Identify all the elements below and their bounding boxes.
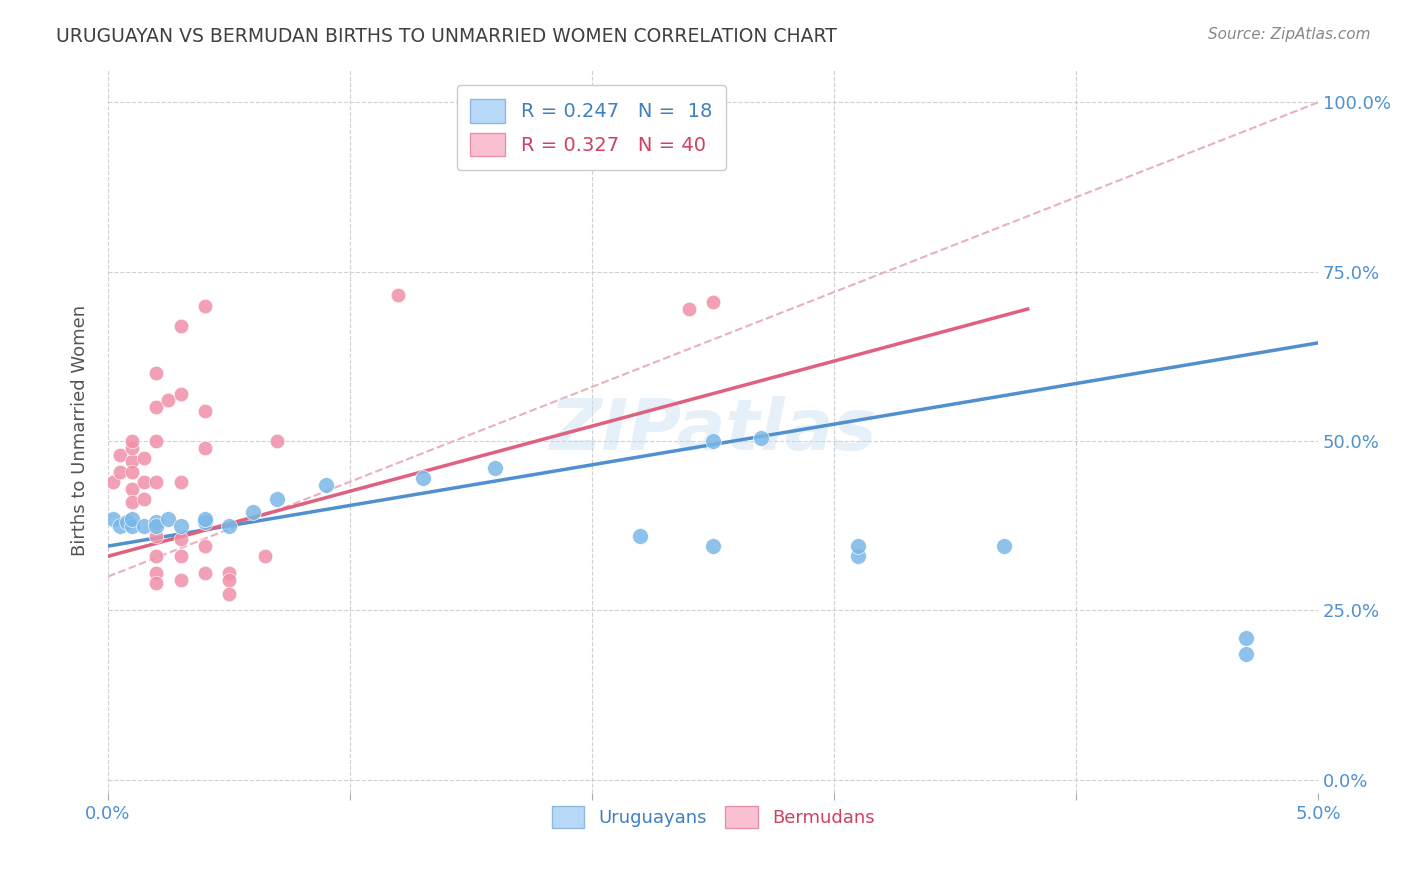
Point (145, 518, 167, 533)
Point (134, 491, 156, 506)
Point (412, 471, 434, 485)
Point (194, 299, 217, 313)
Point (484, 461, 506, 475)
Point (121, 482, 143, 496)
Point (387, 288, 409, 302)
Point (194, 516, 217, 530)
Point (993, 539, 1015, 553)
Point (169, 318, 191, 333)
Point (145, 475, 167, 489)
Point (121, 495, 143, 509)
Point (121, 454, 143, 468)
Y-axis label: Births to Unmarried Women: Births to Unmarried Women (72, 305, 89, 557)
Point (1234, 631, 1257, 645)
Point (218, 586, 240, 600)
Point (702, 434, 724, 449)
Point (169, 549, 191, 564)
Point (194, 403, 217, 417)
Point (315, 478, 337, 492)
Point (702, 295, 724, 310)
Point (630, 529, 652, 543)
Point (145, 549, 167, 564)
Point (101, 475, 124, 489)
Point (121, 441, 143, 455)
Point (145, 434, 167, 449)
Point (157, 393, 180, 408)
Point (121, 512, 143, 526)
Point (121, 465, 143, 479)
Point (145, 367, 167, 381)
Point (678, 301, 700, 316)
Point (145, 529, 167, 543)
Point (194, 512, 217, 526)
Point (266, 491, 288, 506)
Point (194, 441, 217, 455)
Point (134, 518, 156, 533)
Point (194, 566, 217, 581)
Point (108, 518, 131, 533)
Point (846, 549, 869, 564)
Point (145, 576, 167, 591)
Point (169, 533, 191, 547)
Point (121, 518, 143, 533)
Point (218, 518, 240, 533)
Point (169, 386, 191, 401)
Point (121, 434, 143, 449)
Point (846, 539, 869, 553)
Point (169, 518, 191, 533)
Point (145, 566, 167, 581)
Point (101, 512, 124, 526)
Point (242, 505, 264, 519)
Point (266, 434, 288, 449)
Point (169, 475, 191, 489)
Point (218, 573, 240, 587)
Point (145, 401, 167, 415)
Point (134, 475, 156, 489)
Text: URUGUAYAN VS BERMUDAN BIRTHS TO UNMARRIED WOMEN CORRELATION CHART: URUGUAYAN VS BERMUDAN BIRTHS TO UNMARRIE… (56, 27, 837, 45)
Point (145, 516, 167, 530)
Text: Source: ZipAtlas.com: Source: ZipAtlas.com (1208, 27, 1371, 42)
Legend: Uruguayans, Bermudans: Uruguayans, Bermudans (544, 798, 882, 835)
Point (134, 450, 156, 465)
Point (218, 566, 240, 581)
Point (117, 516, 139, 530)
Point (169, 573, 191, 587)
Point (108, 448, 131, 462)
Point (254, 549, 277, 564)
Point (751, 431, 773, 445)
Point (108, 465, 131, 479)
Point (1234, 648, 1257, 662)
Point (194, 539, 217, 553)
Point (157, 512, 180, 526)
Point (702, 539, 724, 553)
Text: ZIPatlas: ZIPatlas (550, 396, 877, 466)
